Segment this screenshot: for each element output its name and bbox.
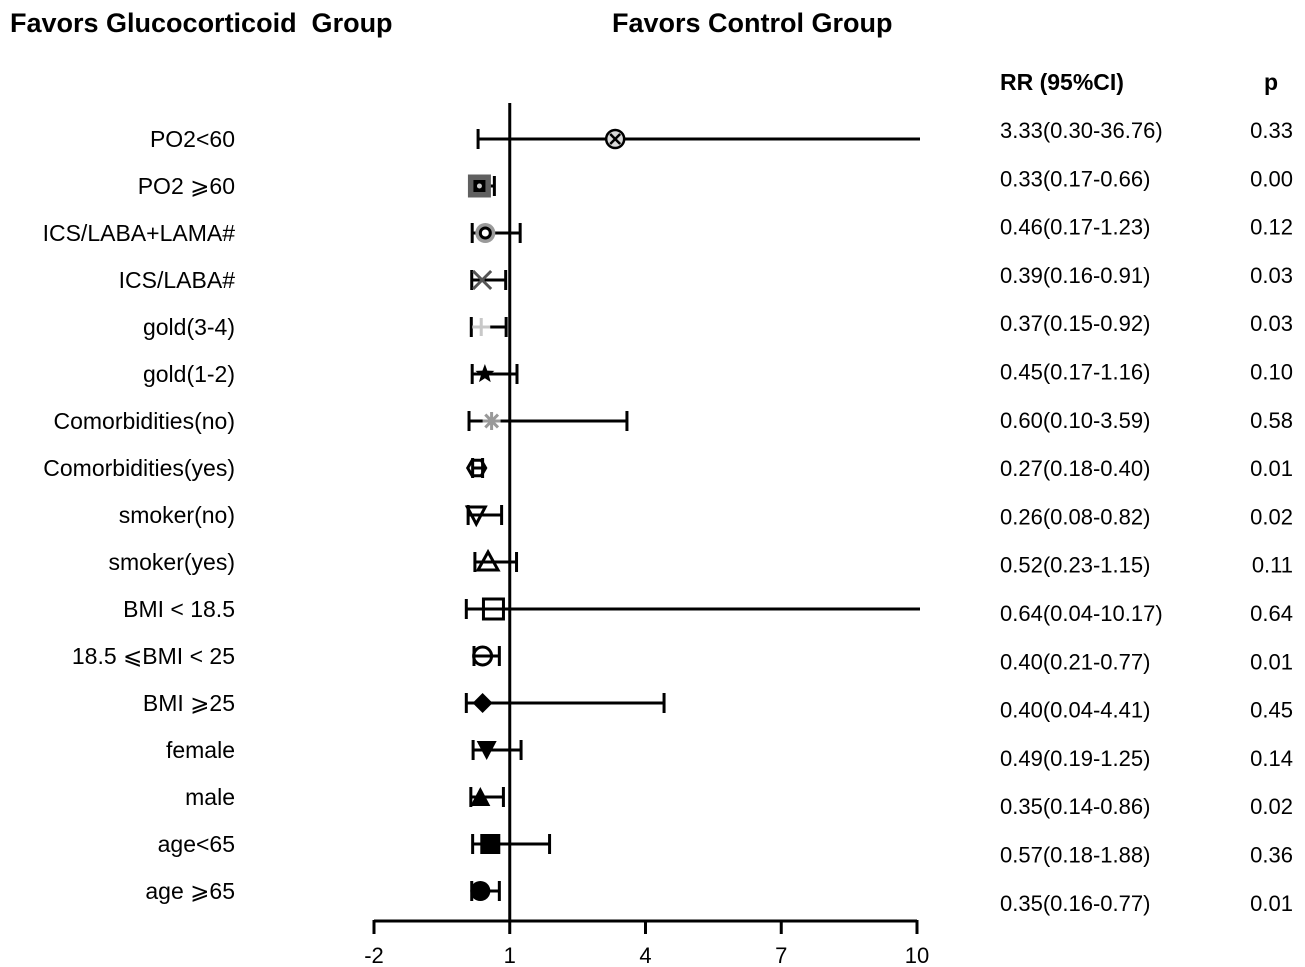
row-rr-ci: 0.26(0.08-0.82) <box>1000 504 1150 529</box>
row-p-value: 0.64 <box>1250 601 1293 626</box>
row-p-value: 0.00 <box>1250 166 1293 191</box>
row-label: smoker(no) <box>119 502 235 528</box>
x-tick-label: 10 <box>905 943 929 967</box>
row-rr-ci: 0.37(0.15-0.92) <box>1000 311 1150 336</box>
row-rr-ci: 0.33(0.17-0.66) <box>1000 166 1150 191</box>
column-header-rr: RR (95%CI) <box>1000 69 1124 95</box>
marker-diamond <box>472 693 493 713</box>
row-label: age ⩾65 <box>145 878 235 904</box>
row-rr-ci: 0.45(0.17-1.16) <box>1000 360 1150 385</box>
x-tick-label: 7 <box>775 943 787 967</box>
marker-x <box>472 269 493 291</box>
forest-row: Comorbidities(no) 0.60(0.10-3.59) 0.58 <box>53 408 1293 434</box>
row-label: BMI < 18.5 <box>123 596 235 622</box>
row-p-value: 0.58 <box>1250 408 1293 433</box>
forest-row: male 0.35(0.14-0.86) 0.02 <box>185 784 1293 819</box>
marker-circle-open <box>472 645 494 667</box>
row-label: gold(3-4) <box>143 314 235 340</box>
forest-row: BMI ⩾25 0.40(0.04-4.41) 0.45 <box>143 690 1293 723</box>
row-label: BMI ⩾25 <box>143 690 235 716</box>
marker-triangle-down <box>476 741 497 760</box>
marker-dot <box>476 183 482 189</box>
forest-row: ICS/LABA+LAMA# 0.46(0.17-1.23) 0.12 <box>43 215 1293 246</box>
header-favors-glucocorticoid: Favors Glucocorticoid Group <box>10 8 393 38</box>
row-label: PO2 ⩾60 <box>138 173 235 199</box>
row-rr-ci: 0.40(0.21-0.77) <box>1000 649 1150 674</box>
forest-row: smoker(yes) 0.52(0.23-1.15) 0.11 <box>108 548 1293 578</box>
x-tick-label: 4 <box>639 943 651 967</box>
row-p-value: 0.03 <box>1250 311 1293 336</box>
row-p-value: 0.01 <box>1250 891 1293 916</box>
marker-dot <box>478 226 492 240</box>
row-rr-ci: 3.33(0.30-36.76) <box>1000 118 1163 143</box>
row-label: smoker(yes) <box>108 549 235 575</box>
row-rr-ci: 0.35(0.14-0.86) <box>1000 794 1150 819</box>
row-label: female <box>166 737 235 763</box>
row-rr-ci: 0.60(0.10-3.59) <box>1000 408 1150 433</box>
forest-row: gold(3-4) 0.37(0.15-0.92) 0.03 <box>143 311 1293 340</box>
row-p-value: 0.03 <box>1250 263 1293 288</box>
column-header-p: p <box>1264 69 1278 95</box>
row-p-value: 0.10 <box>1250 360 1293 385</box>
row-label: Comorbidities(yes) <box>43 455 235 481</box>
row-p-value: 0.14 <box>1250 746 1293 771</box>
marker-asterisk <box>482 412 501 430</box>
x-axis: -2 1 4 7 10 <box>364 103 929 967</box>
forest-row: age<65 0.57(0.18-1.88) 0.36 <box>158 831 1293 868</box>
row-label: ICS/LABA+LAMA# <box>43 220 236 246</box>
forest-row: age ⩾65 0.35(0.16-0.77) 0.01 <box>145 878 1293 916</box>
forest-row: Comorbidities(yes) 0.27(0.18-0.40) 0.01 <box>43 455 1293 481</box>
forest-row: 18.5 ⩽BMI < 25 0.40(0.21-0.77) 0.01 <box>72 643 1293 674</box>
row-p-value: 0.01 <box>1250 456 1293 481</box>
row-p-value: 0.12 <box>1250 215 1293 240</box>
row-rr-ci: 0.57(0.18-1.88) <box>1000 843 1150 868</box>
marker-triangle-up <box>475 548 501 572</box>
marker-triangle-down <box>464 505 488 528</box>
marker-square <box>480 834 501 854</box>
row-rr-ci: 0.64(0.04-10.17) <box>1000 601 1163 626</box>
x-tick-label: -2 <box>364 943 384 967</box>
row-p-value: 0.45 <box>1250 698 1293 723</box>
row-p-value: 0.01 <box>1250 649 1293 674</box>
marker-square-open <box>481 597 505 621</box>
forest-row: ICS/LABA# 0.39(0.16-0.91) 0.03 <box>119 263 1293 293</box>
row-rr-ci: 0.52(0.23-1.15) <box>1000 553 1150 578</box>
row-label: ICS/LABA# <box>119 267 236 293</box>
marker-star <box>475 364 495 383</box>
row-label: male <box>185 784 235 810</box>
forest-row: PO2<60 3.33(0.30-36.76) 0.33 <box>150 118 1293 152</box>
marker-x-cross <box>609 133 622 145</box>
row-p-value: 0.36 <box>1250 843 1293 868</box>
forest-rows: PO2<60 3.33(0.30-36.76) 0.33 PO2 ⩾60 0.33(0.… <box>43 118 1293 916</box>
marker-triangle-up <box>470 787 491 806</box>
marker-circle <box>470 881 491 901</box>
row-p-value: 0.11 <box>1252 553 1293 578</box>
row-label: 18.5 ⩽BMI < 25 <box>72 643 235 669</box>
header-favors-control: Favors Control Group <box>612 8 893 38</box>
row-p-value: 0.33 <box>1250 118 1293 143</box>
row-rr-ci: 0.27(0.18-0.40) <box>1000 456 1150 481</box>
forest-row: female 0.49(0.19-1.25) 0.14 <box>166 737 1293 771</box>
x-tick-label: 1 <box>504 943 516 967</box>
row-rr-ci: 0.40(0.04-4.41) <box>1000 698 1150 723</box>
marker-plus <box>472 318 491 336</box>
forest-row: gold(1-2) 0.45(0.17-1.16) 0.10 <box>143 360 1293 388</box>
forest-row: smoker(no) 0.26(0.08-0.82) 0.02 <box>119 502 1293 529</box>
row-rr-ci: 0.35(0.16-0.77) <box>1000 891 1150 916</box>
row-p-value: 0.02 <box>1250 504 1293 529</box>
forest-row: PO2 ⩾60 0.33(0.17-0.66) 0.00 <box>138 166 1293 199</box>
row-rr-ci: 0.39(0.16-0.91) <box>1000 263 1150 288</box>
row-rr-ci: 0.49(0.19-1.25) <box>1000 746 1150 771</box>
row-p-value: 0.02 <box>1250 794 1293 819</box>
row-label: PO2<60 <box>150 126 235 152</box>
row-label: age<65 <box>158 831 235 857</box>
row-rr-ci: 0.46(0.17-1.23) <box>1000 215 1150 240</box>
row-label: gold(1-2) <box>143 361 235 387</box>
forest-row: BMI < 18.5 0.64(0.04-10.17) 0.64 <box>123 596 1293 626</box>
marker-hexagon <box>465 458 488 478</box>
row-label: Comorbidities(no) <box>53 408 235 434</box>
